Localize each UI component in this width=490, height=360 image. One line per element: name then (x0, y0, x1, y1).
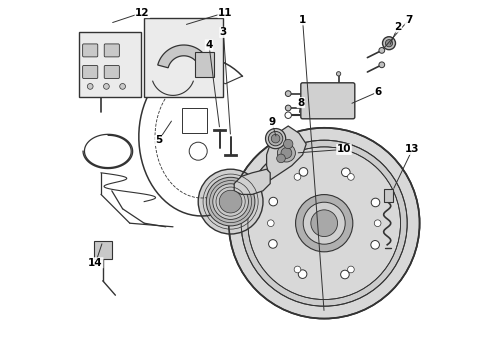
Circle shape (271, 134, 280, 143)
Circle shape (285, 105, 291, 111)
Bar (94, 241, 112, 259)
Circle shape (383, 37, 395, 50)
Circle shape (379, 62, 385, 68)
Text: 6: 6 (374, 87, 382, 97)
Circle shape (342, 168, 350, 176)
Text: 13: 13 (405, 144, 419, 154)
Bar (79, 32, 141, 97)
Bar (195, 52, 215, 77)
Circle shape (347, 174, 354, 180)
Circle shape (371, 198, 380, 207)
Circle shape (386, 40, 392, 47)
Circle shape (189, 142, 207, 160)
Text: 10: 10 (337, 144, 351, 154)
FancyBboxPatch shape (83, 66, 98, 78)
Circle shape (379, 48, 385, 53)
Circle shape (281, 148, 292, 158)
Text: 9: 9 (269, 117, 275, 127)
Circle shape (269, 131, 283, 146)
Text: 5: 5 (155, 135, 162, 145)
FancyBboxPatch shape (83, 44, 98, 57)
Circle shape (266, 129, 286, 149)
Circle shape (269, 240, 277, 248)
Circle shape (277, 154, 285, 163)
Circle shape (371, 240, 379, 249)
Circle shape (337, 72, 341, 76)
Circle shape (311, 210, 338, 237)
Circle shape (120, 84, 125, 89)
Circle shape (277, 144, 295, 162)
Text: 11: 11 (218, 8, 232, 18)
Circle shape (295, 194, 353, 252)
FancyBboxPatch shape (104, 44, 120, 57)
Bar (144, 18, 223, 97)
Polygon shape (234, 169, 270, 194)
Circle shape (269, 197, 277, 206)
Circle shape (248, 147, 400, 300)
Circle shape (347, 266, 354, 273)
Text: 14: 14 (88, 258, 103, 268)
Circle shape (213, 184, 248, 220)
Circle shape (299, 168, 308, 176)
Circle shape (284, 139, 293, 149)
FancyBboxPatch shape (104, 66, 120, 78)
Circle shape (268, 220, 274, 226)
Circle shape (294, 174, 301, 180)
Text: 7: 7 (405, 15, 413, 25)
Circle shape (303, 202, 345, 244)
Circle shape (294, 266, 301, 273)
Circle shape (103, 84, 109, 89)
Text: 3: 3 (220, 27, 227, 37)
Circle shape (206, 177, 255, 226)
Bar (182, 108, 207, 133)
Circle shape (219, 190, 242, 213)
Polygon shape (158, 45, 210, 68)
Circle shape (285, 112, 292, 118)
Text: 2: 2 (394, 22, 402, 32)
FancyBboxPatch shape (301, 83, 355, 119)
Circle shape (87, 84, 93, 89)
Circle shape (229, 128, 419, 319)
Circle shape (285, 91, 291, 96)
Circle shape (198, 169, 263, 234)
Text: 12: 12 (135, 8, 149, 18)
Text: 4: 4 (205, 40, 213, 50)
Circle shape (298, 270, 307, 278)
Polygon shape (267, 126, 306, 180)
Text: 8: 8 (297, 98, 304, 108)
Circle shape (374, 220, 381, 226)
Bar (90, 76, 112, 90)
Circle shape (341, 270, 349, 279)
Text: 1: 1 (299, 15, 306, 25)
Circle shape (241, 140, 407, 306)
Bar (384, 189, 392, 202)
